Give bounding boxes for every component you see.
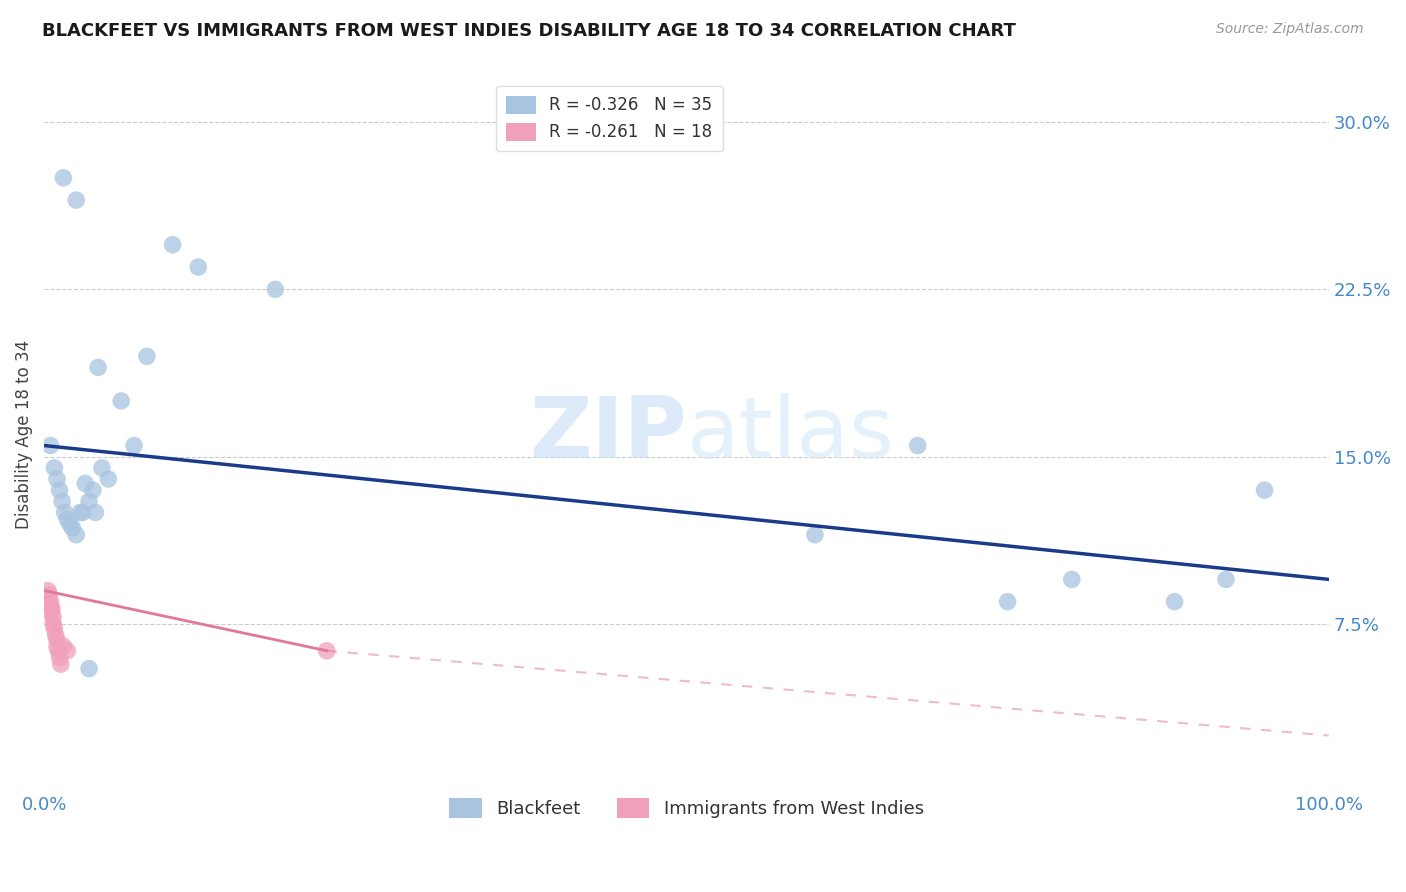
Point — [51, 494, 73, 508]
Point — [46, 472, 69, 486]
Point — [49, 657, 72, 672]
Point — [42, 610, 65, 624]
Point — [56, 644, 79, 658]
Point — [69, 505, 91, 519]
Point — [65, 193, 87, 207]
Point — [110, 393, 132, 408]
Point — [907, 438, 929, 452]
Point — [1253, 483, 1275, 497]
Point — [162, 237, 184, 252]
Point — [41, 606, 63, 620]
Point — [65, 528, 87, 542]
Point — [84, 505, 107, 519]
Point — [135, 349, 157, 363]
Point — [75, 476, 97, 491]
Point — [187, 260, 209, 274]
Point — [44, 460, 66, 475]
Point — [77, 494, 100, 508]
Point — [82, 483, 104, 497]
Point — [37, 583, 59, 598]
Point — [38, 588, 60, 602]
Point — [122, 438, 145, 452]
Point — [46, 640, 69, 654]
Point — [52, 640, 75, 654]
Point — [60, 521, 83, 535]
Point — [1060, 573, 1083, 587]
Point — [52, 170, 75, 185]
Point — [315, 644, 337, 658]
Legend: Blackfeet, Immigrants from West Indies: Blackfeet, Immigrants from West Indies — [441, 791, 931, 825]
Point — [56, 512, 79, 526]
Point — [39, 595, 62, 609]
Text: atlas: atlas — [686, 392, 894, 475]
Point — [53, 505, 76, 519]
Point — [87, 360, 110, 375]
Text: BLACKFEET VS IMMIGRANTS FROM WEST INDIES DISABILITY AGE 18 TO 34 CORRELATION CHA: BLACKFEET VS IMMIGRANTS FROM WEST INDIES… — [42, 22, 1017, 40]
Point — [46, 644, 69, 658]
Text: Source: ZipAtlas.com: Source: ZipAtlas.com — [1216, 22, 1364, 37]
Point — [46, 632, 69, 647]
Point — [1163, 595, 1185, 609]
Point — [997, 595, 1019, 609]
Point — [77, 662, 100, 676]
Point — [48, 483, 70, 497]
Point — [59, 516, 82, 531]
Point — [804, 528, 827, 542]
Point — [264, 282, 287, 296]
Point — [44, 622, 66, 636]
Point — [45, 628, 67, 642]
Point — [48, 650, 70, 665]
Point — [39, 599, 62, 614]
Point — [41, 601, 63, 615]
Point — [39, 438, 62, 452]
Text: ZIP: ZIP — [529, 392, 686, 475]
Y-axis label: Disability Age 18 to 34: Disability Age 18 to 34 — [15, 340, 32, 529]
Point — [90, 460, 112, 475]
Point — [97, 472, 120, 486]
Point — [42, 617, 65, 632]
Point — [72, 505, 94, 519]
Point — [1215, 573, 1237, 587]
